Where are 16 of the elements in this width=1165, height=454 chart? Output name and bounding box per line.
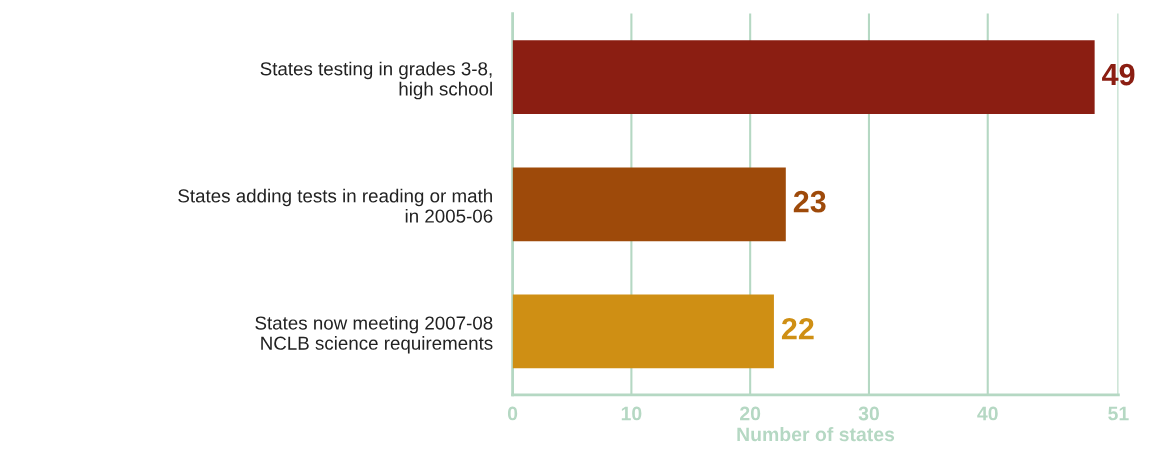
x-axis-title: Number of states [737,426,895,442]
data-label: 22 [781,317,814,340]
y-tick-label: States adding tests in reading or math in 2005-06 [178,188,493,223]
x-tick-label: 30 [858,406,879,421]
bar [512,167,786,242]
x-tick-label: 20 [740,406,761,421]
y-tick-label: States testing in grades 3-8, high school [260,61,492,100]
x-tick-label: 0 [507,406,518,421]
bar [512,294,774,369]
bar [512,40,1095,115]
data-label: 23 [793,190,826,213]
x-tick-label: 10 [621,406,642,421]
y-tick-label: States now meeting 2007-08 NCLB science requirements [255,315,493,354]
x-tick-label: 51 [1108,406,1129,421]
x-tick-label: 40 [977,406,998,421]
data-label: 49 [1102,63,1135,86]
